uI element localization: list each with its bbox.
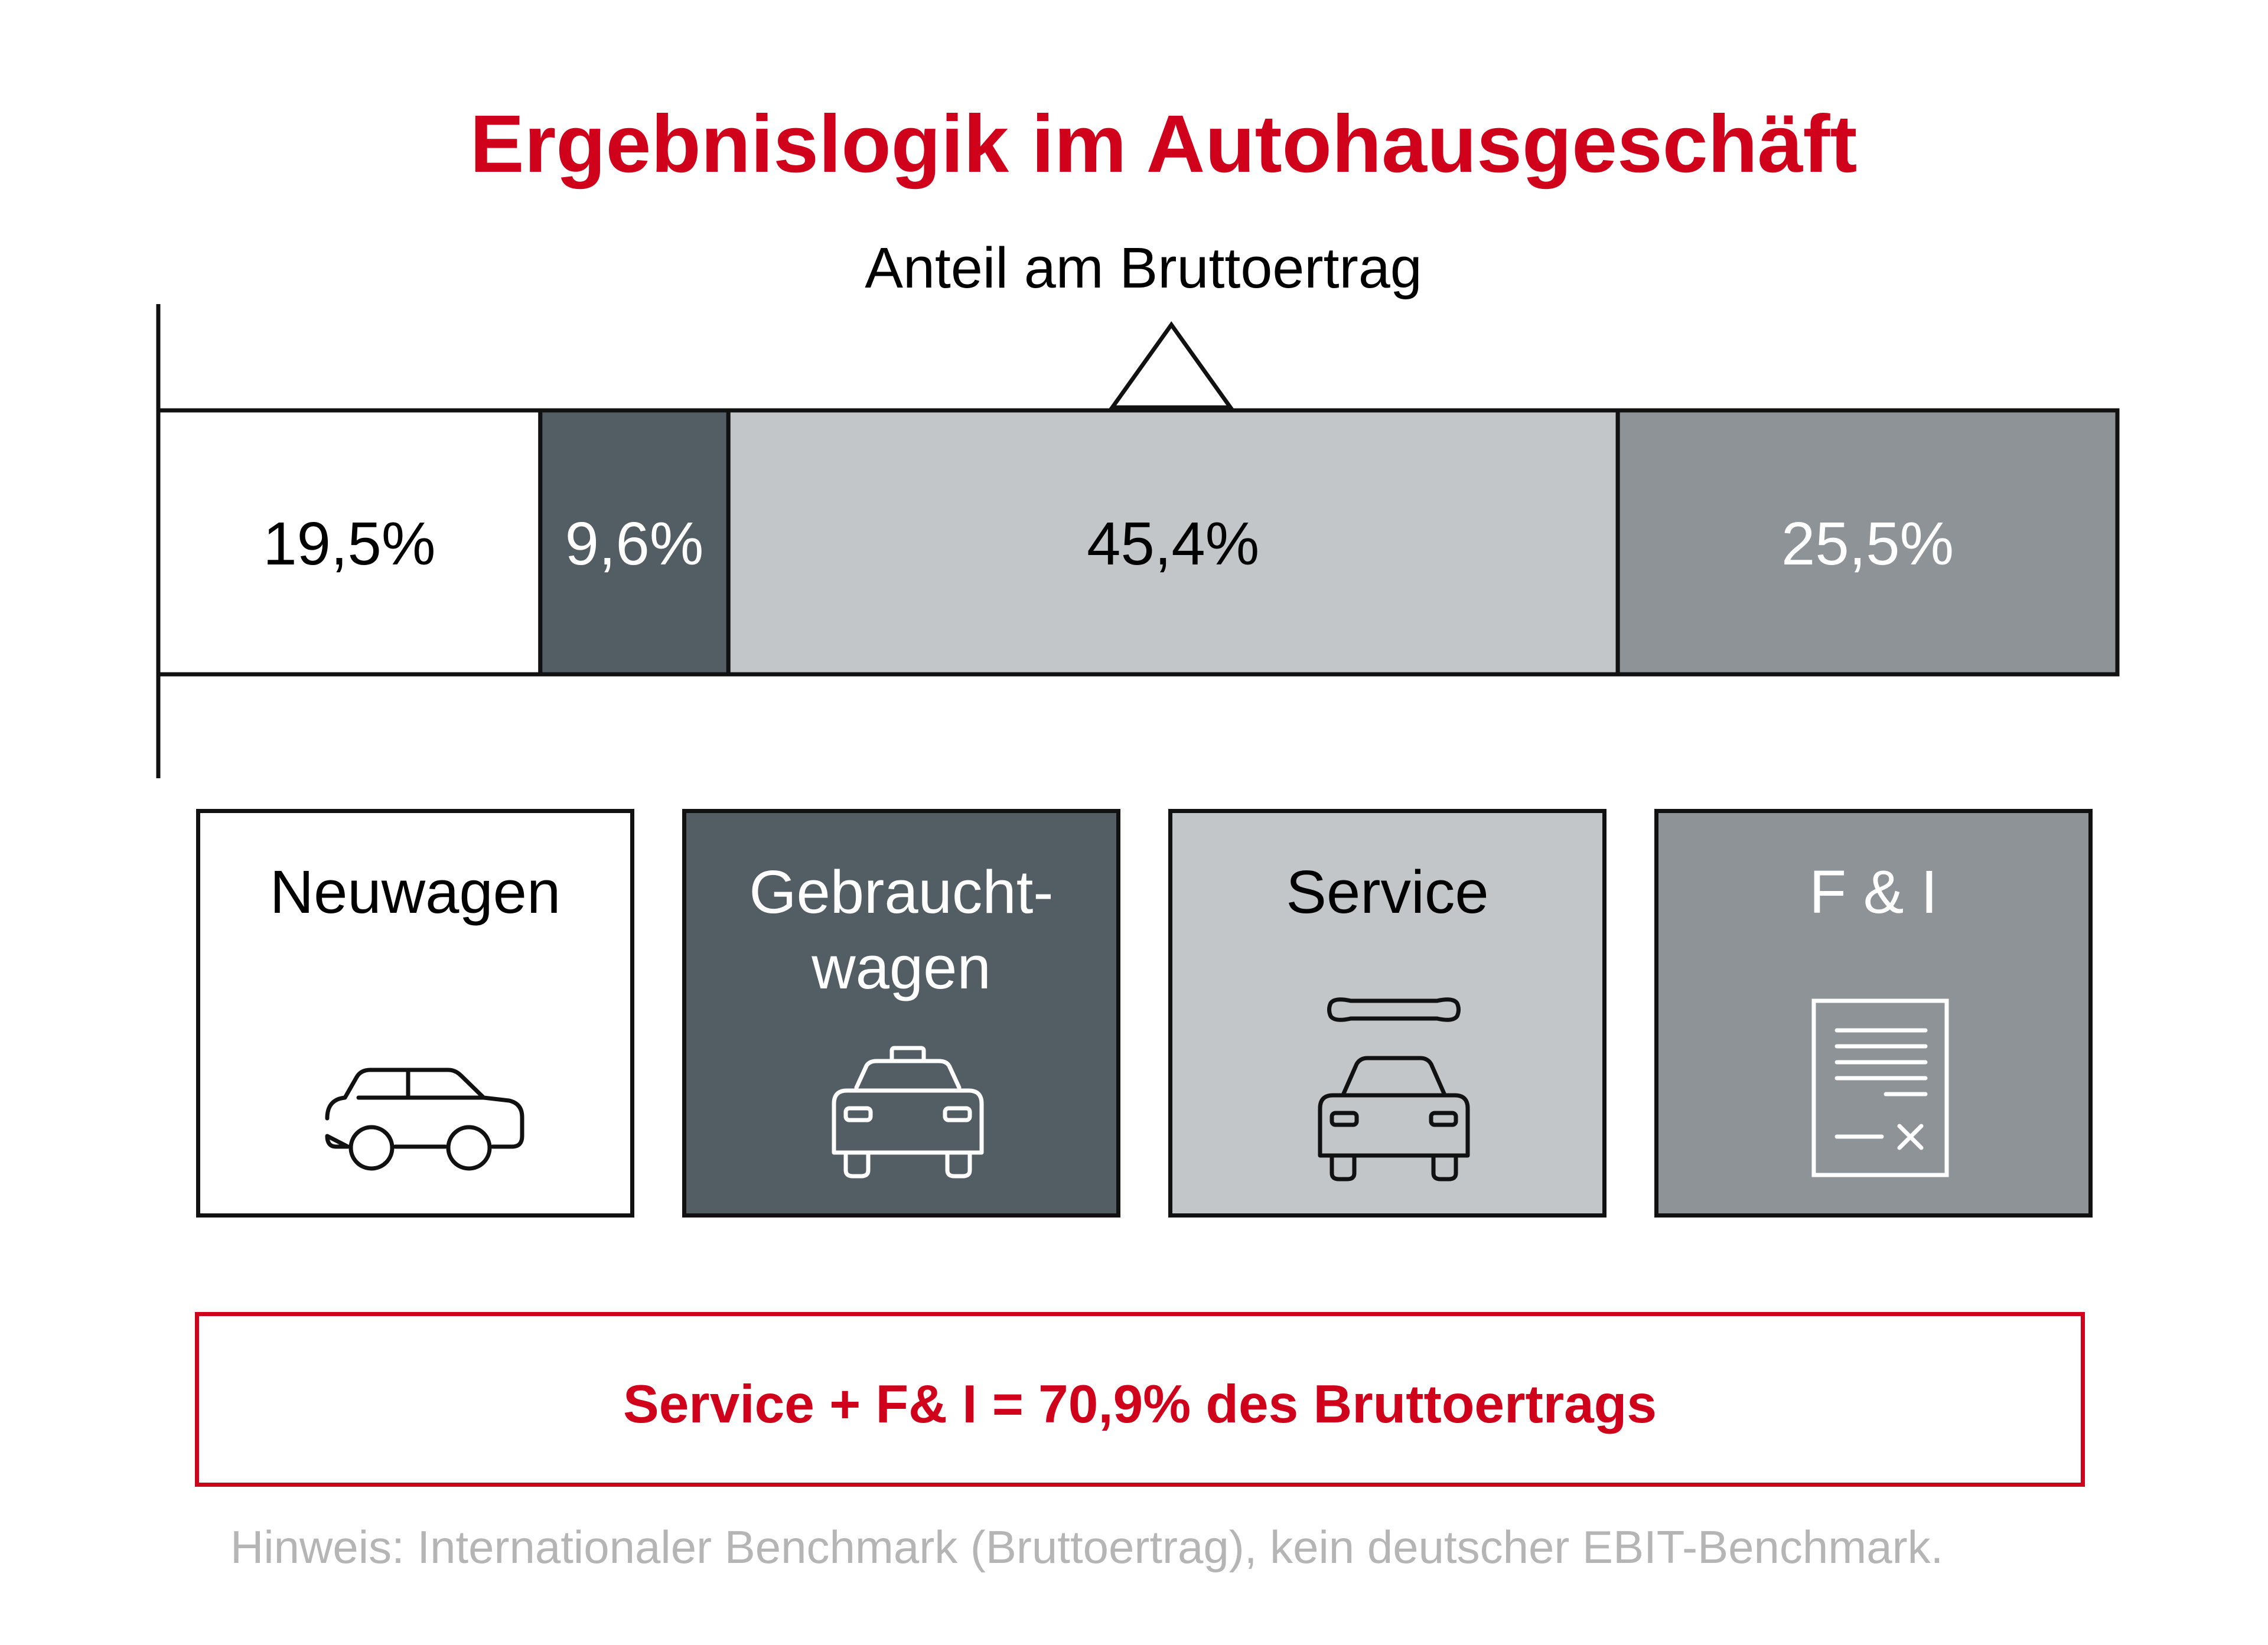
car-icon xyxy=(325,1068,524,1171)
taxi-icon xyxy=(832,1046,984,1179)
category-card-2: Gebraucht- wagen xyxy=(682,809,1120,1218)
marker-triangle xyxy=(1108,321,1235,410)
footnote: Hinweis: Internationaler Benchmark (Brut… xyxy=(230,1521,1944,1573)
category-card-label: Service xyxy=(1286,858,1489,926)
category-card-label: F & I xyxy=(1809,858,1938,926)
category-card-1: Neuwagen xyxy=(196,809,634,1218)
car-service-icon xyxy=(1318,997,1470,1181)
bar-segment-4 xyxy=(1615,408,2120,677)
contract-icon xyxy=(1811,998,1949,1177)
category-card-label: Gebraucht- wagen xyxy=(749,858,1054,1001)
bar-value-label-2: 9,6% xyxy=(565,509,704,577)
chart-subtitle: Anteil am Bruttoertrag xyxy=(865,236,1422,300)
category-card-label: Neuwagen xyxy=(269,858,561,926)
bar-segment-3 xyxy=(726,408,1620,677)
bar-value-label-3: 45,4% xyxy=(1087,509,1260,577)
bar-segment-2 xyxy=(538,408,731,677)
category-card-3: Service xyxy=(1168,809,1606,1218)
summary-box: Service + F& I = 70,9% des Bruttoertrags xyxy=(195,1312,2085,1487)
bar-value-label-4: 25,5% xyxy=(1781,509,1954,577)
summary-text: Service + F& I = 70,9% des Bruttoertrags xyxy=(623,1375,1657,1434)
stacked-bar-chart xyxy=(156,304,2120,778)
category-card-4: F & I xyxy=(1654,809,2093,1218)
chart-title: Ergebnislogik im Autohausgeschäft xyxy=(470,99,1858,190)
bar-value-label-1: 19,5% xyxy=(263,509,436,577)
bar-segment-1 xyxy=(156,408,543,677)
